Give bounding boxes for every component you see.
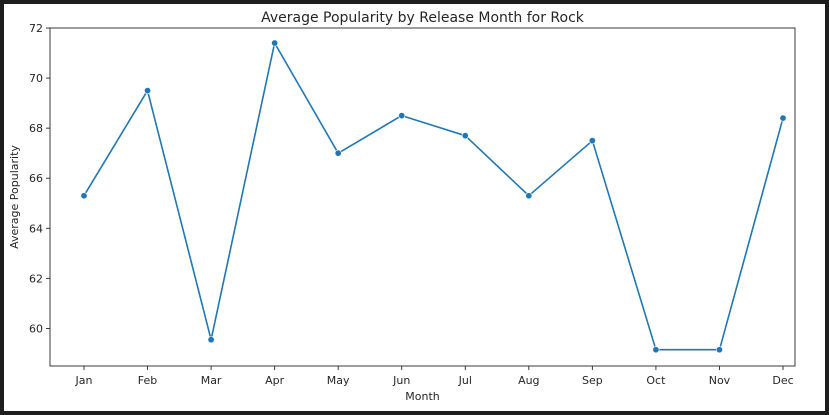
x-tick-label: Apr xyxy=(265,374,285,387)
data-point-mar xyxy=(207,336,215,344)
y-tick-label: 66 xyxy=(29,172,43,185)
x-tick-label: Oct xyxy=(646,374,666,387)
data-point-apr xyxy=(271,39,279,47)
data-point-oct xyxy=(652,346,660,354)
plot-border xyxy=(49,27,796,367)
data-point-feb xyxy=(144,87,152,95)
x-tick-label: Dec xyxy=(772,374,793,387)
x-axis-title: Month xyxy=(405,390,440,403)
x-tick-label: Nov xyxy=(709,374,731,387)
x-tick-label: Sep xyxy=(582,374,603,387)
x-tick-label: Jun xyxy=(392,374,410,387)
x-axis: Jan Feb Mar Apr May Jun Jul Aug Sep Oct Nov Dec xyxy=(75,366,794,387)
data-point-nov xyxy=(715,346,723,354)
data-point-jan xyxy=(80,192,88,200)
data-point-may xyxy=(334,149,342,157)
data-point-sep xyxy=(588,137,596,145)
x-tick-label: Aug xyxy=(518,374,539,387)
y-axis-title: Average Popularity xyxy=(8,145,21,249)
data-point-jul xyxy=(461,132,469,140)
y-tick-label: 60 xyxy=(29,322,43,335)
chart-title: Average Popularity by Release Month for … xyxy=(261,10,585,26)
y-tick-label: 72 xyxy=(29,22,43,35)
x-tick-label: Jan xyxy=(75,374,93,387)
y-tick-label: 62 xyxy=(29,272,43,285)
chart-frame: Average Popularity by Release Month for … xyxy=(4,4,825,411)
y-axis: 60 62 64 66 68 70 72 xyxy=(29,22,50,335)
data-point-dec xyxy=(779,114,787,122)
data-point-aug xyxy=(525,192,533,200)
x-tick-label: Mar xyxy=(201,374,222,387)
data-point-jun xyxy=(398,112,406,120)
y-tick-label: 68 xyxy=(29,122,43,135)
x-tick-label: Jul xyxy=(458,374,472,387)
x-tick-label: May xyxy=(327,374,350,387)
plot-area xyxy=(49,27,796,367)
x-tick-label: Feb xyxy=(138,374,157,387)
y-tick-label: 64 xyxy=(29,222,43,235)
y-tick-label: 70 xyxy=(29,72,43,85)
line-chart: Average Popularity by Release Month for … xyxy=(8,10,796,403)
series-layer xyxy=(80,39,787,354)
series-line xyxy=(83,42,784,351)
